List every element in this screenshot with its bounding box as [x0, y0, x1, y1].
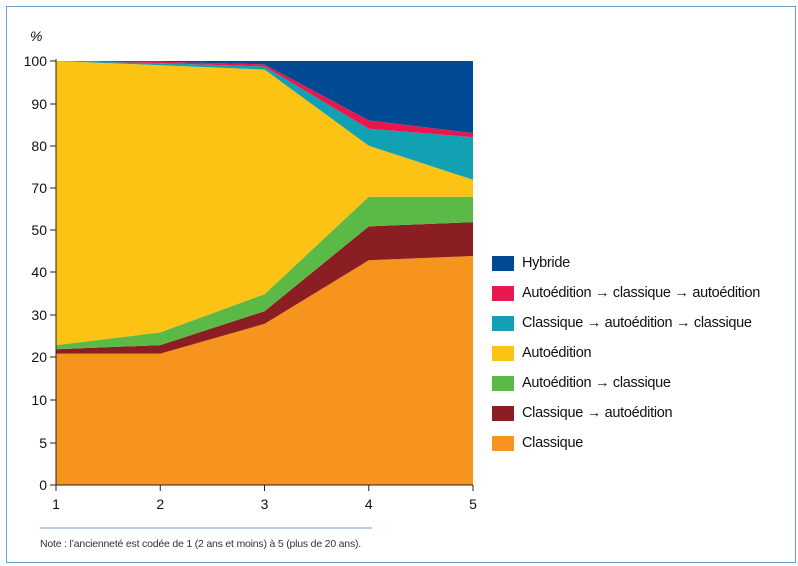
y-tick-label: 30: [31, 307, 47, 323]
area-5: [56, 61, 473, 138]
legend-label: Classique → autoédition → classique: [522, 315, 752, 331]
legend-item: Autoédition → classique: [492, 368, 760, 398]
x-tick-label: 4: [365, 496, 373, 512]
legend: Hybride Autoédition → classique → autoédi…: [492, 248, 760, 458]
y-tick-label: 90: [31, 96, 47, 112]
chart-note: Note : l’ancienneté est codée de 1 (2 an…: [40, 538, 362, 550]
areas-group: [56, 61, 473, 485]
chart-frame: [6, 6, 796, 563]
legend-label: Classique: [522, 435, 583, 451]
x-tick-label: 3: [261, 496, 269, 512]
legend-item: Classique: [492, 428, 760, 458]
y-tick-label: 0: [39, 477, 47, 493]
legend-swatch: [492, 315, 514, 331]
legend-item: Autoédition: [492, 338, 760, 368]
legend-swatch: [492, 255, 514, 271]
legend-label: Hybride: [522, 255, 570, 271]
area-3: [56, 61, 473, 346]
x-tick-label: 5: [469, 496, 477, 512]
legend-item: Autoédition → classique → autoédition: [492, 278, 760, 308]
legend-label: Autoédition → classique: [522, 375, 671, 391]
legend-label: Autoédition: [522, 345, 592, 361]
y-tick-label: 50: [31, 222, 47, 238]
area-2: [56, 196, 473, 350]
y-tick-label: 40: [31, 264, 47, 280]
legend-swatch: [492, 405, 514, 421]
legend-label: Classique → autoédition: [522, 405, 673, 421]
legend-swatch: [492, 375, 514, 391]
area-6: [56, 61, 473, 134]
legend-item: Classique → autoédition → classique: [492, 308, 760, 338]
x-tick-label: 1: [52, 496, 60, 512]
area-0: [56, 256, 473, 485]
legend-swatch: [492, 345, 514, 361]
legend-label: Autoédition → classique → autoédition: [522, 285, 760, 301]
y-tick-label: 70: [31, 180, 47, 196]
legend-swatch: [492, 435, 514, 451]
legend-item: Classique → autoédition: [492, 398, 760, 428]
y-tick-label: 10: [31, 392, 47, 408]
legend-item: Hybride: [492, 248, 760, 278]
x-tick-label: 2: [156, 496, 164, 512]
y-tick-label: 5: [39, 435, 47, 451]
area-1: [56, 222, 473, 354]
y-tick-label: 100: [24, 53, 48, 69]
legend-swatch: [492, 285, 514, 301]
ticks-group: 0 5 10 20 30 40 50 70 80 90 100% 1 2 3 4 5: [24, 28, 477, 512]
y-tick-label: 20: [31, 349, 47, 365]
y-tick-label: 80: [31, 138, 47, 154]
y-axis-unit: %: [30, 28, 42, 44]
